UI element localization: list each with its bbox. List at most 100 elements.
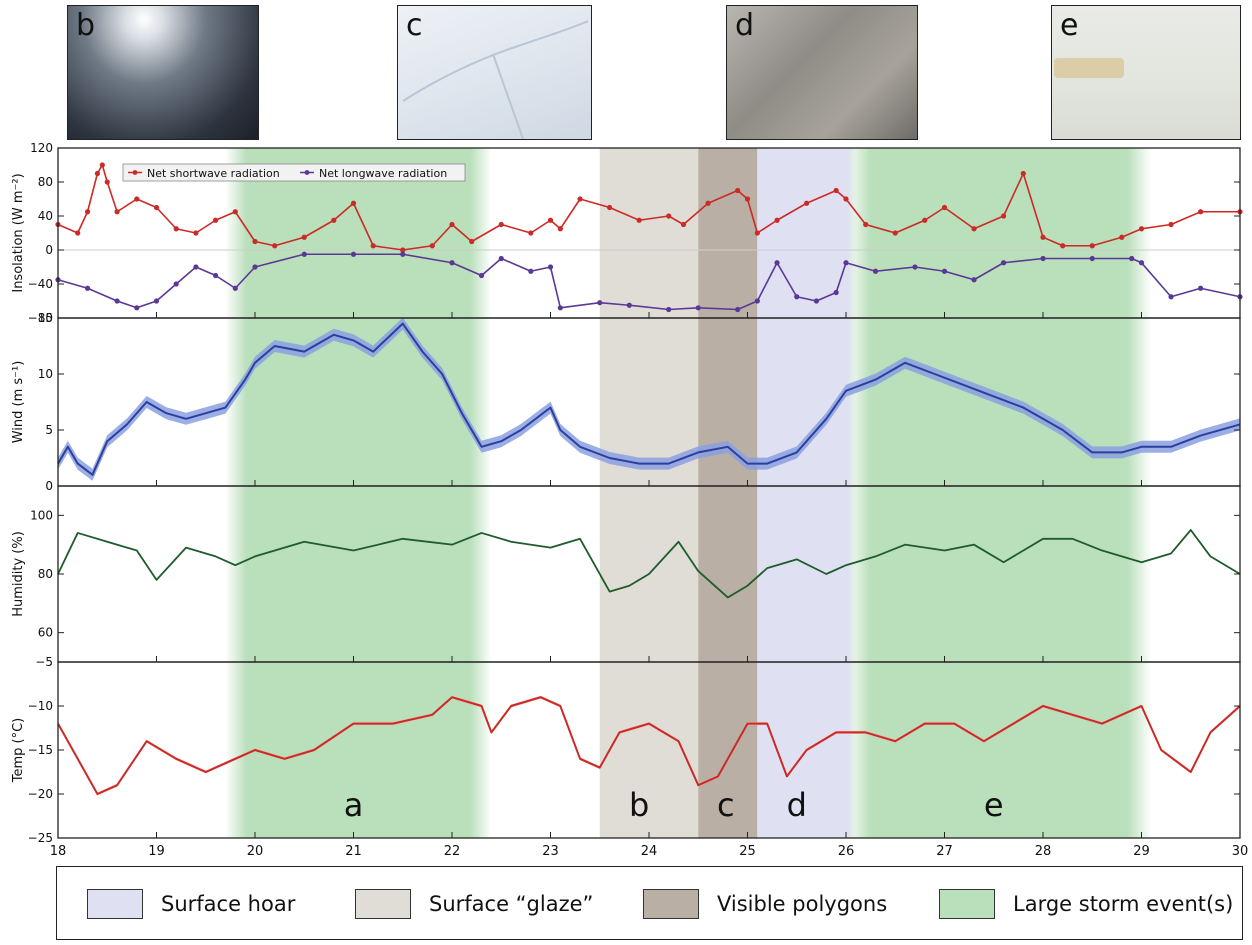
longwave-series-point [301,251,307,257]
shortwave-series-point [99,162,105,168]
longwave-series-point [232,285,238,291]
shortwave-series-point [528,230,534,236]
shortwave-series-point [774,217,780,223]
shortwave-series-point [173,226,179,232]
y-tick-label: −15 [28,743,53,757]
shortwave-series-point [75,230,81,236]
wind-series-line [57,322,1241,476]
legend-text-shortwave: Net shortwave radiation [147,167,280,180]
x-tick-label: 29 [1133,844,1150,859]
shading-legend: Surface hoar Surface “glaze” Visible pol… [56,866,1243,940]
y-tick-label: 15 [38,311,53,325]
shortwave-series-point [577,196,583,202]
legend-entry-storm: Large storm event(s) [939,888,1233,920]
x-tick-label: 26 [838,844,855,859]
polygon-cracks [402,20,589,139]
shortwave-series-point [1198,209,1204,215]
shortwave-series-point [971,226,977,232]
longwave-series-point [498,255,504,262]
shortwave-series-point [84,209,91,215]
shortwave-series-point [705,200,711,206]
y-tick-label: 120 [30,141,53,155]
humidity-series-line [57,529,1241,599]
insolation-legend-box [122,163,466,182]
legend-label-storm: Large storm event(s) [1013,892,1234,916]
y-tick-label: −40 [28,277,53,291]
shortwave-series-point [1060,243,1066,249]
period-letter-a: a [344,786,364,824]
photo-letter: d [735,8,755,43]
shortwave-series-point [1040,234,1046,240]
longwave-series-point [666,306,672,313]
shortwave-series-point [892,230,898,236]
shortwave-series-point [941,204,948,211]
longwave-series-point [478,272,485,279]
legend-marker-shortwave [132,170,138,175]
longwave-series-point [843,260,849,266]
longwave-series-point [528,268,534,274]
shortwave-series-point [1020,170,1026,177]
photo-d: d [726,5,918,140]
longwave-series-point [114,298,120,304]
shortwave-series-point [833,187,839,194]
shortwave-series-point [804,200,810,206]
longwave-series-point [833,289,839,296]
longwave-series-point [794,294,800,300]
shortwave-series-point [400,247,406,253]
shortwave-series-point [744,196,751,202]
shortwave-series-point [114,209,120,215]
shortwave-series-point [252,238,258,245]
legend-swatch-storm [939,889,995,919]
longwave-series-point [735,306,741,313]
x-tick-label: 18 [50,844,67,859]
longwave-series-line [57,253,1241,311]
longwave-series-point [1089,255,1095,262]
shaded-period-storm-0 [225,148,492,838]
insolation-legend: Net shortwave radiation Net longwave radi… [122,163,466,182]
longwave-series-point [400,251,406,257]
shortwave-series-point [232,209,238,215]
longwave-series-point [557,305,563,311]
y-tick-label: 5 [45,423,53,437]
legend-swatch-glaze [355,889,411,919]
x-tick-label: 19 [148,844,165,859]
photo-letter: c [406,8,423,43]
shortwave-series-point [754,230,760,236]
shortwave-series-point [735,187,741,194]
period-letter-c: c [717,786,735,824]
longwave-series-point [84,285,91,291]
longwave-series-point [449,260,455,266]
shortwave-series-point [680,221,687,228]
longwave-series-point [872,268,879,274]
shortwave-series-point [498,221,504,228]
longwave-series-point [547,264,554,270]
period-letter-d: d [787,786,807,824]
longwave-series-point [941,268,948,274]
longwave-series-point [1138,260,1145,266]
shaded-period-glaze-1 [599,148,699,838]
x-tick-label: 22 [444,844,461,859]
temperature-series-line [57,696,1241,795]
longwave-series-point [153,298,160,304]
longwave-series-point [193,264,199,270]
legend-entry-glaze: Surface “glaze” [355,888,593,920]
shortwave-series-point [94,170,100,177]
y-tick-label: −25 [28,831,53,845]
shortwave-series-point [104,179,110,185]
longwave-series-point [1129,255,1135,262]
photo-letter: b [76,8,96,43]
legend-entry-hoar: Surface hoar [87,888,295,920]
x-tick-label: 25 [739,844,756,859]
longwave-series-point [1040,255,1046,262]
shortwave-series-point [922,217,928,223]
photo-b: b [67,5,259,140]
shaded-period-storm-4 [846,148,1152,838]
longwave-series-point [1168,294,1174,300]
y-tick-label: −10 [28,699,53,713]
shortwave-series-point [272,243,278,249]
shortwave-series-point [350,200,357,206]
period-letter-e: e [984,786,1004,824]
legend-marker-longwave [304,170,310,175]
shortwave-series-point [213,217,219,223]
y-tick-label: 10 [38,367,53,381]
